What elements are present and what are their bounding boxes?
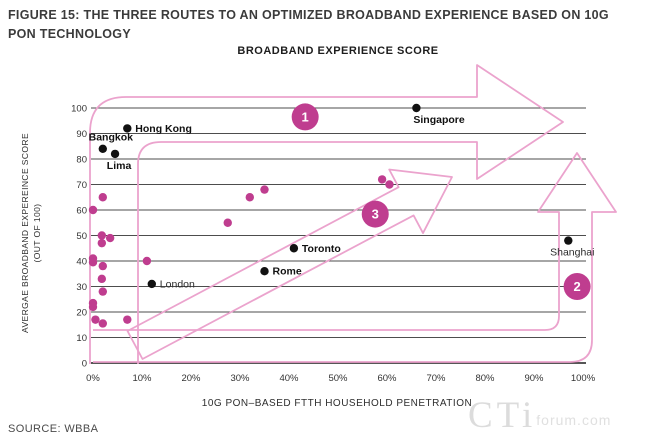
y-tick-label: 0 [82, 359, 87, 370]
y-tick-label: 100 [71, 104, 87, 115]
x-axis-title: 10G PON–BASED FTTH HOUSEHOLD PENETRATION [202, 398, 472, 409]
x-tick-label: 40% [279, 373, 299, 384]
data-point [97, 274, 107, 284]
city-label-shanghai: Shanghai [550, 247, 594, 259]
data-point [123, 315, 132, 324]
data-point [223, 218, 232, 227]
data-point [91, 315, 100, 324]
data-point [245, 193, 254, 202]
x-tick-label: 80% [475, 373, 495, 384]
city-point-lima [110, 149, 120, 159]
data-point [97, 238, 107, 248]
x-tick-label: 70% [426, 373, 446, 384]
x-tick-label: 50% [328, 373, 348, 384]
city-point-london [147, 279, 156, 289]
route-2-badge [563, 273, 591, 300]
route-badge-label: 2 [574, 279, 581, 294]
x-tick-label: 100% [571, 373, 596, 384]
city-label-rome: Rome [273, 266, 302, 278]
route-3-arrow [126, 168, 453, 360]
city-label-hong-kong: Hong Kong [135, 123, 192, 135]
data-point [142, 256, 152, 266]
route-1-badge [291, 103, 319, 131]
data-point [88, 258, 98, 267]
data-point [377, 175, 387, 184]
route-badge-label: 1 [302, 109, 309, 124]
y-tick-label: 20 [76, 308, 87, 319]
y-tick-label: 90 [76, 129, 87, 140]
y-tick-label: 40 [76, 257, 87, 268]
city-point-toronto [289, 244, 299, 253]
city-label-london: London [160, 278, 195, 290]
y-tick-label: 50 [76, 231, 87, 242]
x-tick-label: 30% [230, 373, 250, 384]
data-point [88, 302, 98, 312]
x-tick-label: 10% [132, 373, 152, 384]
city-point-singapore [412, 103, 421, 113]
y-axis-title-line2: (OUT OF 100) [32, 204, 42, 263]
y-tick-label: 30 [76, 282, 87, 293]
y-tick-label: 60 [76, 206, 87, 217]
data-point [105, 233, 115, 243]
x-tick-label: 20% [181, 373, 201, 384]
y-tick-label: 10 [76, 333, 87, 344]
data-point [97, 231, 107, 240]
city-point-shanghai [564, 236, 573, 245]
route-badge-label: 3 [372, 207, 379, 222]
chart-title: BROADBAND EXPERIENCE SCORE [237, 45, 438, 57]
city-point-rome [260, 267, 269, 276]
city-label-bangkok: Bangkok [89, 131, 134, 143]
route-3-badge [361, 200, 389, 228]
city-label-toronto: Toronto [302, 243, 341, 255]
x-tick-label: 60% [377, 373, 397, 384]
source-caption: SOURCE: WBBA [8, 423, 99, 435]
city-point-bangkok [98, 144, 108, 153]
city-label-lima: Lima [107, 160, 132, 172]
data-point [98, 319, 108, 328]
y-axis-title-line1: AVERGAE BROADBAND EXPEREINCE SCORE [20, 133, 30, 333]
route-1-arrow [89, 64, 564, 364]
city-label-singapore: Singapore [413, 114, 465, 126]
data-point [260, 185, 269, 194]
y-tick-label: 80 [76, 155, 87, 166]
x-tick-label: 0% [86, 373, 100, 384]
data-point [98, 193, 108, 202]
data-point [98, 287, 108, 296]
x-tick-label: 90% [524, 373, 544, 384]
data-point [385, 180, 394, 189]
route-2-arrow [93, 152, 617, 363]
data-point [98, 261, 108, 271]
y-tick-label: 70 [76, 180, 87, 191]
city-point-hong-kong [123, 124, 132, 133]
data-point [88, 205, 98, 215]
figure-title: FIGURE 15: THE THREE ROUTES TO AN OPTIMI… [8, 8, 609, 41]
